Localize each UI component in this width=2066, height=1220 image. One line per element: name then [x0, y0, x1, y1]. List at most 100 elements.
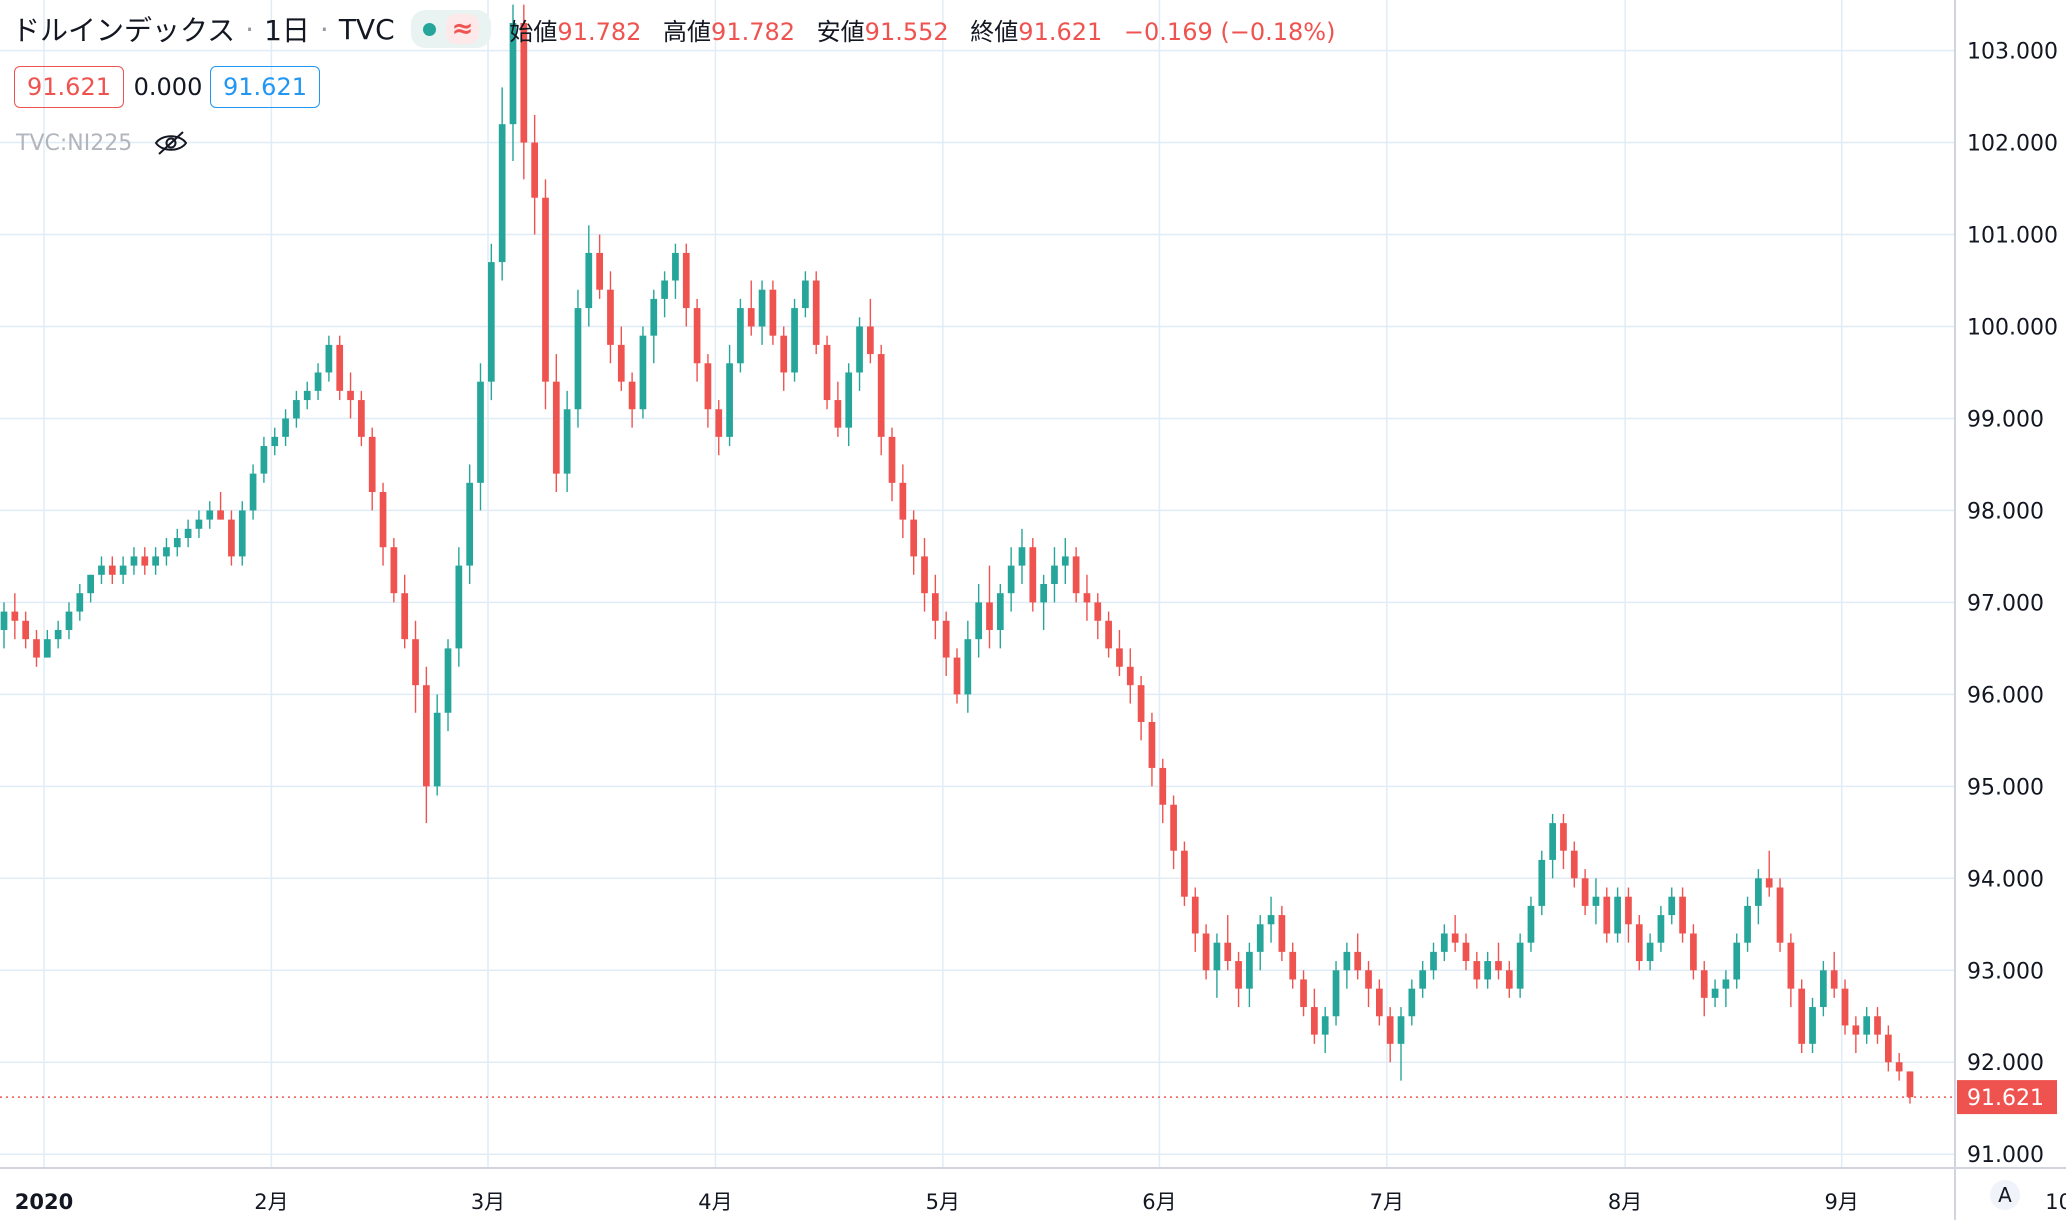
x-tick-label: 8月	[1608, 1190, 1642, 1214]
candle-body	[1560, 823, 1567, 851]
candle-body	[303, 390, 311, 401]
candle-body	[877, 354, 885, 437]
buy-price-button[interactable]: 91.621	[210, 66, 320, 108]
candle-body	[325, 344, 333, 373]
candle-body	[791, 308, 798, 373]
candle-body	[1300, 979, 1307, 1008]
candle-body	[910, 519, 918, 557]
y-tick-label: 95.000	[1967, 775, 2044, 800]
hidden-eye-icon[interactable]	[154, 130, 188, 156]
candle-body	[1397, 1016, 1405, 1044]
candle-body	[986, 602, 993, 630]
delayed-data-icon: ≈	[445, 14, 480, 44]
time-axis[interactable]: 20202月3月4月5月6月7月8月9月10月11月12月	[0, 1167, 2066, 1214]
candle-body	[574, 308, 582, 410]
overlay-symbol-row: TVC:NI225	[16, 130, 188, 156]
x-tick-label: 4月	[698, 1190, 732, 1214]
candle-body	[1765, 878, 1773, 888]
candle-body	[1419, 970, 1427, 989]
candle-body	[314, 372, 322, 391]
candle-body	[812, 280, 820, 345]
candle-body	[368, 436, 376, 493]
candle-body	[1852, 1025, 1860, 1035]
candle-body	[1690, 933, 1697, 971]
candle-body	[412, 639, 419, 686]
candle-body	[1191, 896, 1199, 934]
sell-price-button[interactable]: 91.621	[14, 66, 124, 108]
open-label: 始値	[509, 17, 558, 46]
candle-body	[1213, 942, 1221, 971]
candle-body	[867, 326, 874, 355]
candle-body	[22, 620, 30, 640]
candle-body	[1072, 556, 1080, 594]
candle-body	[1820, 970, 1827, 1008]
candle-body	[379, 492, 387, 548]
candle-body	[1202, 933, 1210, 971]
candle-body	[931, 593, 939, 621]
candle-body	[1321, 1016, 1329, 1035]
y-tick-label: 92.000	[1967, 1051, 2044, 1076]
candle-body	[834, 400, 842, 428]
change-value: −0.169 (−0.18%)	[1123, 17, 1336, 46]
candle-body	[228, 519, 235, 557]
candle-body	[1007, 565, 1015, 594]
candle-body	[1181, 850, 1188, 897]
y-tick-label: 93.000	[1967, 959, 2044, 984]
y-tick-label: 96.000	[1967, 683, 2044, 708]
candle-body	[1700, 970, 1708, 998]
candle-body	[899, 482, 907, 520]
candle-body	[1105, 620, 1112, 649]
candle-body	[1148, 721, 1156, 768]
candle-body	[1505, 970, 1513, 989]
candle-body	[1549, 823, 1556, 860]
candle-body	[206, 510, 214, 520]
ohlc-readout: 始値91.782 高値91.782 安値91.552 終値91.621 −0.1…	[509, 12, 1335, 47]
y-tick-label: 94.000	[1967, 867, 2044, 892]
candle-body	[1267, 915, 1275, 925]
candle-body	[1527, 905, 1535, 943]
candle-body	[1863, 1016, 1871, 1035]
candle-body	[802, 280, 809, 309]
candle-body	[1592, 896, 1600, 906]
candle-body	[1235, 961, 1242, 989]
price-axis[interactable]: 91.000 92.000 93.000 94.000 95.000 96.000 97.0…	[1954, 0, 2058, 1220]
candle-body	[54, 629, 62, 640]
candle-body	[758, 289, 766, 327]
interval-label[interactable]: 1日	[264, 14, 310, 47]
candle-body	[130, 556, 138, 566]
candle-body	[552, 381, 560, 474]
candle-body	[238, 510, 246, 557]
x-tick-label: 3月	[471, 1190, 505, 1214]
candle-body	[1798, 988, 1806, 1044]
exchange-label: TVC	[338, 12, 395, 46]
chart-header: ドルインデックス · 1日 · TVC ≈ 始値91.782 高値91.782 …	[12, 8, 1335, 50]
candle-body	[975, 602, 983, 640]
x-tick-label: 7月	[1370, 1190, 1404, 1214]
candle-body	[942, 620, 950, 658]
candle-body	[639, 335, 647, 410]
candle-body	[996, 593, 1004, 630]
candle-body	[1841, 988, 1849, 1026]
candle-body	[1755, 878, 1762, 906]
candle-body	[1365, 970, 1372, 989]
candle-body	[596, 252, 603, 290]
auto-scale-button[interactable]: A	[1990, 1180, 2020, 1210]
candle-body	[1354, 951, 1362, 971]
candle-body	[585, 252, 593, 309]
separator-dot-2: ·	[319, 12, 329, 46]
status-pill[interactable]: ≈	[410, 10, 492, 48]
low-label: 安値	[816, 17, 865, 46]
candle-body	[1744, 905, 1751, 943]
candle-body	[1040, 584, 1047, 603]
candle-body	[498, 124, 506, 263]
spread-value: 0.000	[133, 73, 203, 101]
candle-body	[628, 381, 636, 410]
candle-body	[65, 611, 73, 630]
candle-body	[1116, 648, 1123, 667]
candle-body	[1874, 1016, 1881, 1035]
candle-body	[1657, 915, 1665, 943]
symbol-title[interactable]: ドルインデックス	[12, 14, 236, 47]
candle-body	[953, 657, 961, 695]
candle-body	[1332, 970, 1340, 1017]
